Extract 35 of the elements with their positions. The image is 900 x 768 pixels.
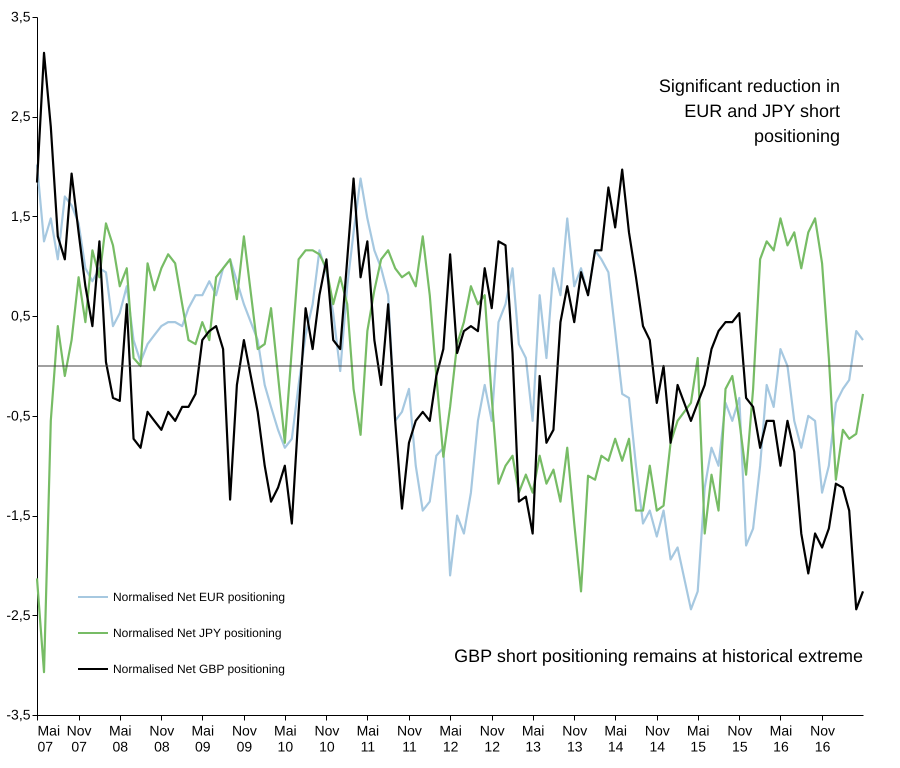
y-tick-label: 2,5 <box>11 108 31 124</box>
x-tick-label: Nov 07 <box>66 722 92 754</box>
x-tick-label: Mai 07 <box>38 722 60 754</box>
x-tick-label: Nov 08 <box>149 722 174 754</box>
x-tick-label: Mai 08 <box>108 722 132 754</box>
annotation: Significant reduction in EUR and JPY short positioning <box>658 76 840 146</box>
x-tick-label: Mai 11 <box>356 722 380 754</box>
x-tick-label: Mai 14 <box>604 722 627 754</box>
x-tick-label: Nov 09 <box>232 722 257 754</box>
x-tick-label: Nov 14 <box>644 722 670 754</box>
x-tick-label: Nov 15 <box>727 722 752 754</box>
y-tick-label: 3,5 <box>11 8 31 24</box>
y-tick-label: -2,5 <box>6 606 31 623</box>
y-tick-label: -1,5 <box>6 507 31 524</box>
y-tick-label: 0,5 <box>11 308 31 324</box>
legend-label: Normalised Net JPY positioning <box>113 626 282 640</box>
line-series <box>36 163 864 610</box>
x-tick-label: Mai 13 <box>522 722 544 754</box>
y-tick-label: -0,5 <box>6 407 31 424</box>
x-tick-label: Mai 10 <box>274 722 297 754</box>
x-tick-label: Mai 09 <box>192 722 214 754</box>
x-tick-label: Nov 10 <box>314 722 340 754</box>
x-tick-label: Mai 15 <box>686 722 710 754</box>
x-tick-label: Mai 12 <box>439 722 462 754</box>
line-series <box>36 217 864 674</box>
y-tick-label: -3,5 <box>6 706 31 722</box>
legend-label: Normalised Net EUR positioning <box>113 590 286 604</box>
x-tick-label: Nov 11 <box>397 722 422 754</box>
y-tick-label: 1,5 <box>11 208 31 224</box>
legend-label: Normalised Net GBP positioning <box>113 662 285 676</box>
x-tick-label: Nov 16 <box>810 722 836 754</box>
annotation: GBP short positioning remains at historical extreme <box>454 646 863 666</box>
x-tick-label: Mai 16 <box>770 722 792 754</box>
x-tick-label: Nov 12 <box>480 722 505 754</box>
x-tick-label: Nov 13 <box>562 722 588 754</box>
